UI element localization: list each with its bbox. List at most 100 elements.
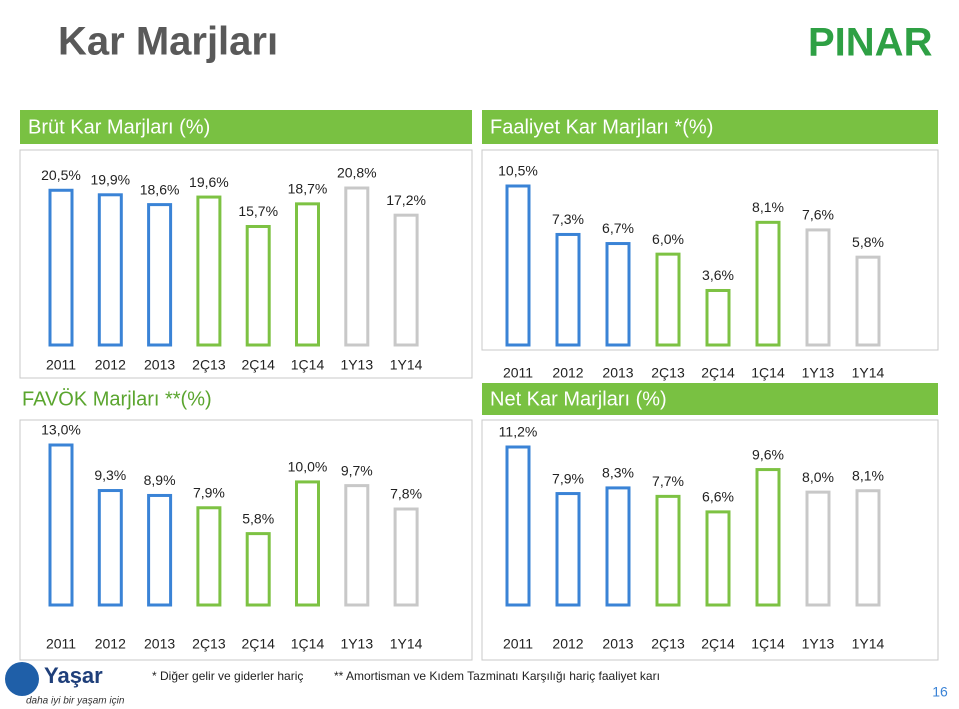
- bar: [97, 489, 123, 607]
- footnote: ** Amortisman ve Kıdem Tazminatı Karşılı…: [334, 669, 660, 683]
- bar: [805, 490, 831, 607]
- bar: [655, 252, 681, 347]
- bar: [245, 532, 271, 607]
- bar: [505, 184, 531, 347]
- x-tick-label: 1Y14: [390, 357, 423, 373]
- bar: [48, 443, 74, 607]
- value-label: 8,1%: [752, 199, 784, 215]
- value-label: 6,7%: [602, 220, 634, 236]
- x-tick-label: 2Ç14: [701, 636, 735, 652]
- bar: [705, 510, 731, 607]
- value-label: 15,7%: [238, 203, 278, 219]
- bar: [605, 486, 631, 607]
- chart-header: [482, 110, 938, 144]
- value-label: 10,5%: [498, 163, 538, 179]
- value-label: 5,8%: [852, 234, 884, 250]
- value-label: 18,6%: [140, 181, 180, 197]
- x-tick-label: 1Y14: [390, 636, 423, 652]
- x-tick-label: 1Ç14: [291, 357, 325, 373]
- value-label: 8,3%: [602, 465, 634, 481]
- bar: [655, 494, 681, 607]
- x-tick-label: 1Y13: [802, 365, 835, 381]
- chart-header: [482, 383, 938, 415]
- chart-title: Brüt Kar Marjları (%): [28, 116, 210, 138]
- value-label: 8,1%: [852, 467, 884, 483]
- chart-frame: [481, 419, 939, 661]
- value-label: 9,6%: [752, 446, 784, 462]
- x-tick-label: 2013: [602, 365, 633, 381]
- bar: [855, 489, 881, 607]
- value-label: 17,2%: [386, 192, 426, 208]
- chart-frame: [19, 149, 473, 379]
- value-label: 20,5%: [41, 167, 81, 183]
- x-tick-label: 2Ç13: [192, 636, 226, 652]
- x-tick-label: 2Ç14: [241, 357, 275, 373]
- bar: [855, 255, 881, 347]
- x-tick-label: 2011: [46, 636, 76, 652]
- bar: [755, 468, 781, 607]
- x-tick-label: 2Ç13: [651, 636, 685, 652]
- value-label: 20,8%: [337, 165, 377, 181]
- chart-header: [20, 110, 472, 144]
- bar: [344, 484, 370, 607]
- x-tick-label: 1Y13: [340, 636, 373, 652]
- x-tick-label: 2012: [95, 636, 126, 652]
- x-tick-label: 1Ç14: [751, 365, 785, 381]
- x-tick-label: 2Ç14: [701, 365, 735, 381]
- x-tick-label: 2011: [46, 357, 76, 373]
- x-tick-label: 2011: [503, 636, 533, 652]
- bar: [805, 228, 831, 347]
- x-tick-label: 2012: [95, 357, 126, 373]
- value-label: 9,7%: [341, 462, 373, 478]
- value-label: 8,9%: [144, 472, 176, 488]
- x-tick-label: 2013: [602, 636, 633, 652]
- bar: [344, 186, 370, 347]
- value-label: 7,8%: [390, 486, 422, 502]
- x-tick-label: 1Y14: [852, 636, 885, 652]
- value-label: 9,3%: [94, 467, 126, 483]
- value-label: 7,9%: [193, 484, 225, 500]
- x-tick-label: 1Y14: [852, 365, 885, 381]
- value-label: 7,3%: [552, 211, 584, 227]
- x-tick-label: 1Ç14: [751, 636, 785, 652]
- x-tick-label: 2013: [144, 636, 175, 652]
- bar: [755, 220, 781, 347]
- bar: [393, 507, 419, 607]
- pinar-logo: PINAR: [808, 21, 933, 65]
- x-tick-label: 1Ç14: [291, 636, 325, 652]
- yasar-tagline: daha iyi bir yaşam için: [26, 696, 125, 707]
- bar: [147, 493, 173, 607]
- bar: [505, 445, 531, 607]
- bar: [393, 213, 419, 347]
- value-label: 11,2%: [499, 424, 538, 440]
- value-label: 6,6%: [702, 489, 734, 505]
- value-label: 3,6%: [702, 267, 734, 283]
- x-tick-label: 2011: [503, 365, 533, 381]
- value-label: 7,6%: [802, 207, 834, 223]
- bar: [245, 224, 271, 347]
- value-label: 8,0%: [802, 469, 834, 485]
- value-label: 19,6%: [189, 174, 229, 190]
- bar: [295, 202, 320, 347]
- yasar-logo: Yaşar: [44, 663, 103, 688]
- bar: [555, 492, 581, 607]
- chart-title: FAVÖK Marjları **(%): [22, 388, 212, 410]
- bar: [147, 203, 173, 347]
- footnote: * Diğer gelir ve giderler hariç: [152, 669, 303, 683]
- bar: [705, 288, 731, 347]
- x-tick-label: 2Ç13: [651, 365, 685, 381]
- x-tick-label: 2Ç14: [241, 636, 275, 652]
- chart-frame: [481, 149, 939, 351]
- bar: [555, 232, 581, 347]
- page-number: 16: [932, 684, 948, 700]
- chart-frame: [19, 419, 473, 661]
- value-label: 18,7%: [288, 181, 328, 197]
- value-label: 5,8%: [242, 510, 274, 526]
- bar: [605, 242, 631, 347]
- x-tick-label: 1Y13: [802, 636, 835, 652]
- x-tick-label: 2012: [552, 636, 583, 652]
- bar: [196, 506, 222, 607]
- x-tick-label: 2013: [144, 357, 175, 373]
